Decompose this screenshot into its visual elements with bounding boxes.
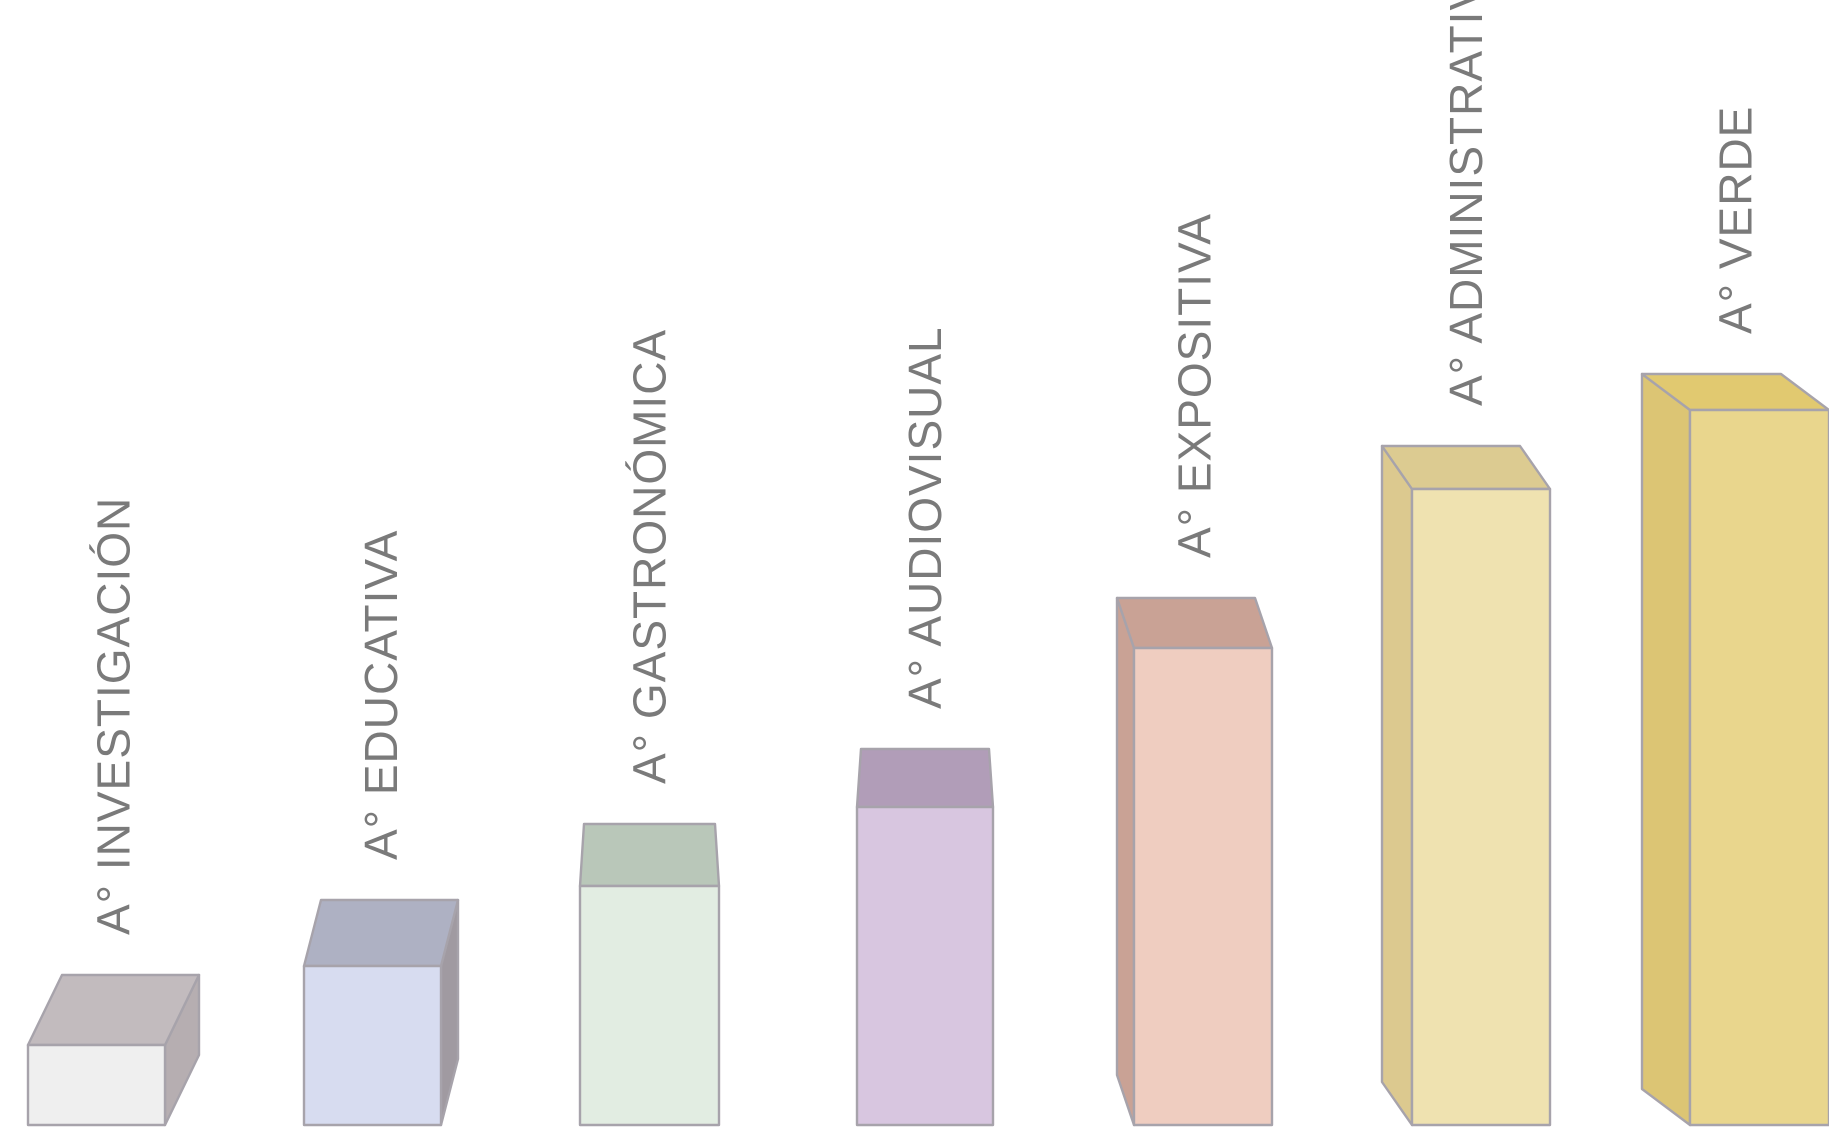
bar-label: A° AUDIOVISUAL: [899, 326, 951, 709]
bar-side-face: [1115, 596, 1136, 1127]
bar-side-face: [1380, 444, 1414, 1127]
bar-top-face: [855, 747, 995, 809]
bar: [855, 747, 995, 1127]
bar-label: A° EXPOSITIVA: [1169, 213, 1221, 558]
bar-top-face: [302, 898, 460, 968]
bar-front-face: [302, 964, 443, 1127]
bar-front-face: [1132, 646, 1274, 1127]
bar-top-face: [578, 822, 721, 888]
bar-top-face: [1115, 596, 1274, 650]
bar-front-face: [1688, 408, 1829, 1127]
bar: [1115, 596, 1274, 1127]
bar-front-face: [855, 805, 995, 1127]
bar: [1640, 372, 1829, 1127]
bar-label: A° GASTRONÓMICA: [624, 329, 676, 784]
bar-label: A° EDUCATIVA: [355, 530, 407, 860]
bar-label: A° INVESTIGACIÓN: [88, 497, 140, 935]
bar: [1380, 444, 1552, 1127]
bar-side-face: [1640, 372, 1692, 1127]
bar-front-face: [1410, 487, 1552, 1127]
bar-front-face: [26, 1043, 167, 1127]
bar: [26, 973, 201, 1127]
bar: [302, 898, 460, 1127]
bar: [578, 822, 721, 1127]
bar-label: A° VERDE: [1710, 106, 1762, 334]
labels-group: A° INVESTIGACIÓN A° EDUCATIVA A° GASTRONÓM…: [88, 0, 1762, 935]
bar-label: A° ADMINISTRATIVA: [1440, 0, 1492, 406]
bars-group: [26, 372, 1829, 1127]
bar-top-face: [1380, 444, 1552, 491]
bar-front-face: [578, 884, 721, 1127]
